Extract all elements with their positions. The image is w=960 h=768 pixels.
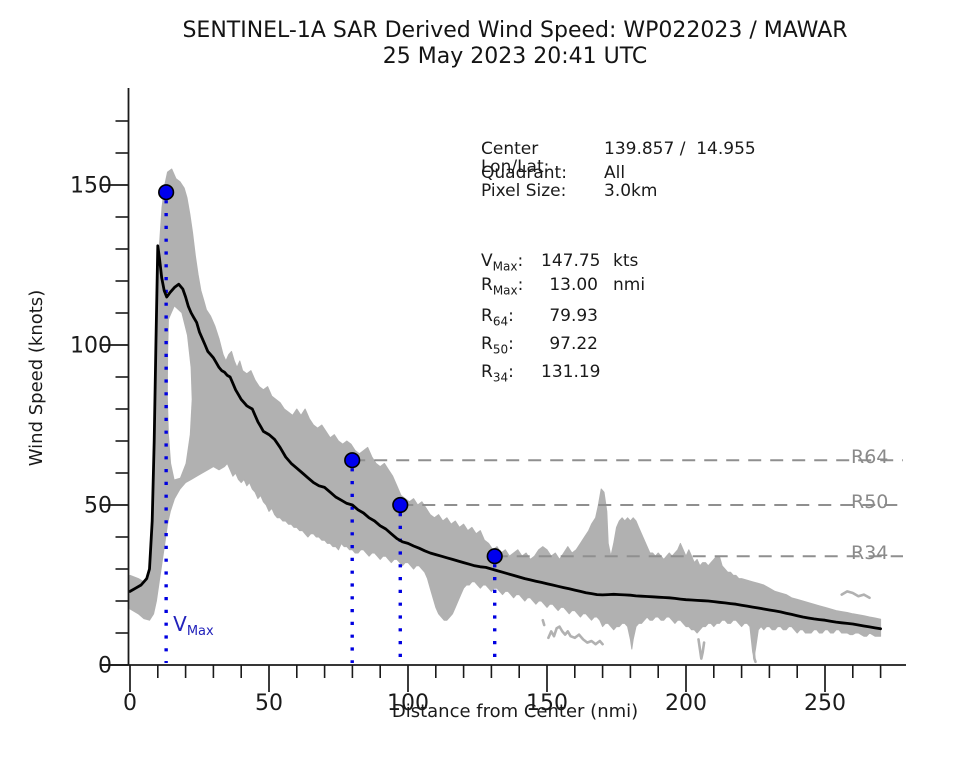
cloud-gap [167, 306, 192, 480]
y-tick-label: 0 [98, 654, 112, 679]
chart-title: SENTINEL-1A SAR Derived Wind Speed: WP02… [182, 18, 848, 43]
r50-stat-label: R50: [481, 334, 514, 357]
x-tick-label: 150 [526, 691, 568, 716]
rmax-stat-label: RMax: [481, 275, 524, 298]
info-row-quadrant: Quadrant: All [481, 164, 756, 182]
center-lonlat-label: Center Lon/Lat: [481, 139, 550, 177]
radius-marker-r50 [392, 496, 409, 514]
stat-row-vmax: VMax: 147.75 kts [481, 249, 645, 273]
stat-row-r50: R50: 97.22 [481, 330, 598, 358]
x-tick-label: 250 [804, 691, 846, 716]
stat-row-rmax: RMax: 13.00 nmi [481, 273, 645, 297]
y-axis-label: Wind Speed (knots) [26, 289, 47, 467]
vmax-rmax-block: VMax: 147.75 kts RMax: 13.00 nmi [481, 249, 645, 297]
x-tick-label: 0 [123, 691, 137, 716]
x-tick-label: 50 [255, 691, 283, 716]
center-lonlat-value: 139.857 / 14.955 [604, 139, 756, 159]
y-tick-label: 150 [70, 174, 112, 199]
rmax-stat-unit: nmi [613, 275, 646, 295]
rmax-stat-value: 13.00 [549, 275, 598, 295]
y-tick-label: 50 [84, 494, 112, 519]
r64-stat-label: R64: [481, 306, 514, 329]
quadrant-label: Quadrant: [481, 163, 567, 183]
r64-stat-value: 79.93 [549, 306, 598, 326]
ref-line-label-r50: R50 [851, 491, 888, 513]
outlier-trace [697, 638, 706, 660]
x-tick-label: 200 [665, 691, 707, 716]
info-row-center: Center Lon/Lat: 139.857 / 14.955 [481, 139, 756, 177]
ref-line-label-r34: R34 [851, 542, 888, 564]
vmax-stat-label: VMax: [481, 251, 524, 274]
radius-marker-r34 [486, 548, 503, 565]
stat-row-r34: R34: 131.19 [481, 358, 601, 386]
stat-row-r64: R64: 79.93 [481, 302, 598, 330]
vmax-marker [158, 184, 175, 201]
y-tick-label: 100 [70, 334, 112, 359]
outlier-trace [751, 638, 757, 664]
pixel-size-value: 3.0km [604, 181, 658, 201]
chart-subtitle: 25 May 2023 20:41 UTC [382, 44, 648, 69]
info-row-pixel-size: Pixel Size: 3.0km [481, 182, 756, 200]
wind-speed-scatter-cloud [129, 168, 882, 658]
storm-info-block: Center Lon/Lat: 139.857 / 14.955 Quadran… [481, 140, 756, 200]
x-axis-label: Distance from Center (nmi) [391, 701, 639, 722]
vmax-line-label: VMax [173, 612, 214, 639]
vmax-stat-unit: kts [613, 251, 639, 271]
radius-marker-r64 [344, 452, 361, 469]
r34-stat-value: 131.19 [541, 362, 601, 382]
r34-stat-label: R34: [481, 362, 514, 385]
outlier-trace [840, 590, 871, 600]
quadrant-value: All [604, 163, 626, 183]
ref-line-label-r64: R64 [851, 446, 888, 468]
pixel-size-label: Pixel Size: [481, 181, 567, 201]
outlier-trace [547, 625, 604, 646]
outlier-trace [541, 618, 546, 627]
wind-radii-block: R64: 79.93 R50: 97.22 R34: 131.19 [481, 302, 601, 386]
mean-wind-speed-line [128, 244, 882, 631]
x-tick-label: 100 [387, 691, 429, 716]
vmax-stat-value: 147.75 [541, 251, 601, 271]
r50-stat-value: 97.22 [549, 334, 598, 354]
